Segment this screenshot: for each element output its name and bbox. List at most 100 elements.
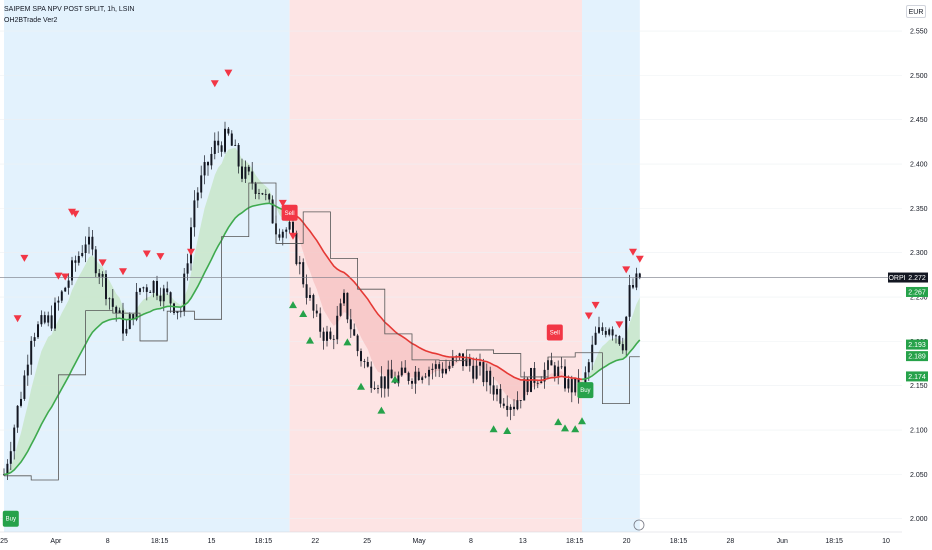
candle-body-139 xyxy=(475,365,478,379)
x-tick-label-9: 8 xyxy=(469,538,473,545)
x-tick-label-8: May xyxy=(412,538,426,545)
sell-marker-4 xyxy=(68,208,76,216)
buy-marker-12 xyxy=(578,417,586,425)
candle-body-30 xyxy=(105,274,107,300)
candle-body-24 xyxy=(84,244,87,253)
candle-body-147 xyxy=(502,403,505,406)
candle-body-74 xyxy=(254,183,257,194)
x-tick-label-14: 28 xyxy=(726,538,734,545)
candle-body-34 xyxy=(118,310,121,314)
sell-signal-label-2: Sell xyxy=(550,331,560,337)
candle-body-72 xyxy=(247,166,250,172)
candle-body-36 xyxy=(125,328,128,334)
indicator-name[interactable]: OH2BTrade Ver2 xyxy=(4,17,58,24)
candle-body-20 xyxy=(71,260,73,281)
candle-body-81 xyxy=(278,234,281,238)
candle-body-150 xyxy=(513,406,515,410)
candle-body-167 xyxy=(570,379,573,393)
price-tag-value-1: 2.267 xyxy=(908,289,926,296)
candle-body-56 xyxy=(193,200,196,228)
candle-body-164 xyxy=(560,366,563,368)
candle-body-62 xyxy=(213,140,216,154)
candle-body-112 xyxy=(383,376,386,389)
y-tick-label-9: 2.100 xyxy=(910,428,928,435)
candle-body-59 xyxy=(203,162,206,176)
candle-body-22 xyxy=(77,256,80,263)
candle-body-90 xyxy=(309,295,311,298)
buy-marker-2 xyxy=(306,336,314,344)
zone-bear-1 xyxy=(289,0,582,532)
price-tag-box-2 xyxy=(906,339,928,350)
candle-body-4 xyxy=(16,405,19,428)
x-tick-label-1: Apr xyxy=(50,538,62,545)
sell-marker-3 xyxy=(61,273,70,281)
candle-body-26 xyxy=(91,236,94,250)
bolt-icon[interactable] xyxy=(633,519,645,531)
x-tick-label-6: 22 xyxy=(311,538,319,545)
price-tag-box-3 xyxy=(906,351,928,362)
buy-marker-9 xyxy=(554,418,563,426)
candle-body-130 xyxy=(445,368,447,374)
candle-body-93 xyxy=(319,313,322,332)
candle-body-120 xyxy=(411,381,413,384)
currency-button[interactable]: EUR xyxy=(906,5,926,18)
candle-body-1 xyxy=(6,463,9,475)
buy-marker-4 xyxy=(357,382,365,390)
candle-body-67 xyxy=(230,133,233,146)
candle-body-51 xyxy=(176,311,179,313)
candle-body-131 xyxy=(448,365,451,369)
x-tick-label-0: 25 xyxy=(0,538,8,545)
buy-marker-3 xyxy=(343,338,352,346)
candle-body-18 xyxy=(64,287,67,292)
y-tick-label-8: 2.150 xyxy=(910,383,928,390)
candle-body-91 xyxy=(312,295,315,311)
sell-marker-11 xyxy=(210,80,219,88)
candle-body-40 xyxy=(139,288,141,292)
candle-body-111 xyxy=(380,376,383,389)
candle-body-57 xyxy=(196,192,199,201)
candle-body-97 xyxy=(332,338,335,340)
candle-body-142 xyxy=(485,370,488,383)
sell-marker-19 xyxy=(629,248,637,256)
candle-body-5 xyxy=(20,398,22,406)
candle-body-38 xyxy=(132,314,135,320)
candle-body-2 xyxy=(9,451,12,464)
sell-marker-13 xyxy=(278,199,287,207)
candle-body-119 xyxy=(407,372,410,382)
candle-body-19 xyxy=(67,280,70,288)
candle-body-151 xyxy=(516,400,519,410)
candle-body-183 xyxy=(625,316,628,351)
candle-body-134 xyxy=(458,353,461,357)
candle-body-177 xyxy=(604,330,607,335)
candle-body-163 xyxy=(557,366,560,377)
candle-body-87 xyxy=(298,262,301,265)
sell-marker-1 xyxy=(20,254,29,262)
candle-body-79 xyxy=(271,199,274,224)
y-tick-label-11: 2.000 xyxy=(910,516,928,523)
candle-body-109 xyxy=(373,387,376,389)
candle-body-125 xyxy=(428,369,430,377)
candle-body-105 xyxy=(360,351,362,362)
sell-marker-10 xyxy=(187,248,195,256)
symbol-title[interactable]: SAIPEM SPA NPV POST SPLIT, 1h, LSIN xyxy=(4,6,135,13)
price-tag-value-4: 2.174 xyxy=(908,374,926,381)
chart-legend: SAIPEM SPA NPV POST SPLIT, 1h, LSIN OH2B… xyxy=(4,4,134,26)
candle-body-70 xyxy=(241,166,243,179)
sell-marker-18 xyxy=(622,266,631,274)
candle-body-61 xyxy=(210,153,213,166)
candle-body-96 xyxy=(329,331,332,339)
candle-body-121 xyxy=(414,371,417,384)
candle-body-161 xyxy=(550,360,553,366)
buy-signal-label-0: Buy xyxy=(6,517,16,523)
buy-marker-1 xyxy=(299,309,308,317)
candle-body-146 xyxy=(499,388,502,404)
candle-body-64 xyxy=(220,145,223,152)
ema-line-bull xyxy=(3,202,641,476)
candle-body-141 xyxy=(482,362,485,383)
candle-body-15 xyxy=(54,302,56,329)
time-axis[interactable]: 25 Apr 8 18:15 15 18:15 22 25 May 8 13 18:15 20 18:15… xyxy=(0,519,902,545)
y-tick-label-6: 2.250 xyxy=(910,295,928,302)
y-tick-label-4: 2.350 xyxy=(910,206,928,213)
